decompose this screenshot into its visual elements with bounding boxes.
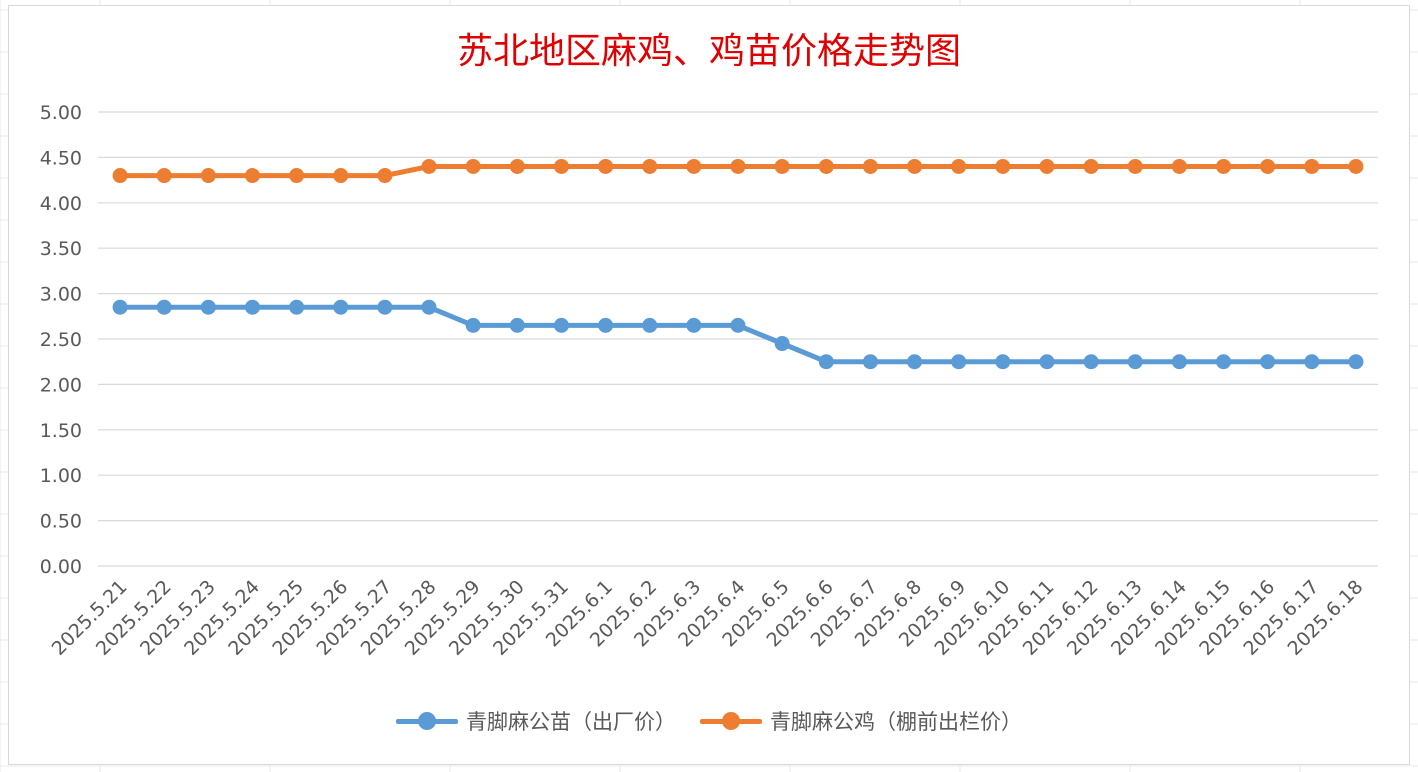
data-point-series-0[interactable] bbox=[686, 317, 702, 333]
data-point-series-1[interactable] bbox=[598, 158, 614, 174]
data-point-series-0[interactable] bbox=[1304, 354, 1320, 370]
data-point-series-0[interactable] bbox=[333, 299, 349, 315]
legend-item-series-1[interactable]: 青脚麻公鸡（棚前出栏价） bbox=[700, 706, 1022, 736]
y-tick-label: 4.50 bbox=[40, 147, 82, 169]
data-point-series-1[interactable] bbox=[642, 158, 658, 174]
data-point-series-0[interactable] bbox=[156, 299, 172, 315]
legend-marker-series-1 bbox=[700, 711, 762, 731]
data-point-series-1[interactable] bbox=[333, 168, 349, 184]
y-tick-label: 4.00 bbox=[40, 193, 82, 215]
legend[interactable]: 青脚麻公苗（出厂价） 青脚麻公鸡（棚前出栏价） bbox=[0, 706, 1418, 736]
data-point-series-0[interactable] bbox=[421, 299, 437, 315]
y-tick-label: 2.50 bbox=[40, 329, 82, 351]
data-point-series-0[interactable] bbox=[730, 317, 746, 333]
data-point-series-0[interactable] bbox=[1127, 354, 1143, 370]
chart-title: 苏北地区麻鸡、鸡苗价格走势图 bbox=[456, 31, 961, 72]
y-tick-label: 0.50 bbox=[40, 511, 82, 533]
data-point-series-1[interactable] bbox=[1304, 158, 1320, 174]
data-point-series-0[interactable] bbox=[907, 354, 923, 370]
data-point-series-1[interactable] bbox=[244, 168, 260, 184]
data-point-series-1[interactable] bbox=[774, 158, 790, 174]
y-tick-label: 3.50 bbox=[40, 238, 82, 260]
data-point-series-0[interactable] bbox=[818, 354, 834, 370]
data-point-series-0[interactable] bbox=[244, 299, 260, 315]
legend-marker-series-0 bbox=[396, 711, 458, 731]
data-point-series-1[interactable] bbox=[907, 158, 923, 174]
data-point-series-0[interactable] bbox=[951, 354, 967, 370]
data-point-series-1[interactable] bbox=[730, 158, 746, 174]
y-tick-label: 1.50 bbox=[40, 420, 82, 442]
data-point-series-1[interactable] bbox=[465, 158, 481, 174]
data-point-series-1[interactable] bbox=[1039, 158, 1055, 174]
data-point-series-1[interactable] bbox=[289, 168, 305, 184]
data-point-series-1[interactable] bbox=[377, 168, 393, 184]
series-line-0 bbox=[117, 304, 1359, 365]
data-point-series-0[interactable] bbox=[377, 299, 393, 315]
data-point-series-0[interactable] bbox=[598, 317, 614, 333]
data-point-series-1[interactable] bbox=[200, 168, 216, 184]
data-point-series-1[interactable] bbox=[421, 158, 437, 174]
data-point-series-0[interactable] bbox=[1348, 354, 1364, 370]
data-point-series-0[interactable] bbox=[1216, 354, 1232, 370]
data-point-series-1[interactable] bbox=[818, 158, 834, 174]
data-point-series-0[interactable] bbox=[1171, 354, 1187, 370]
data-point-series-1[interactable] bbox=[951, 158, 967, 174]
data-point-series-1[interactable] bbox=[509, 158, 525, 174]
legend-label-series-1: 青脚麻公鸡（棚前出栏价） bbox=[770, 710, 1022, 734]
data-point-series-1[interactable] bbox=[156, 168, 172, 184]
data-point-series-0[interactable] bbox=[289, 299, 305, 315]
data-point-series-0[interactable] bbox=[995, 354, 1011, 370]
y-tick-label: 3.00 bbox=[40, 284, 82, 306]
data-point-series-1[interactable] bbox=[995, 158, 1011, 174]
data-point-series-1[interactable] bbox=[1216, 158, 1232, 174]
data-point-series-0[interactable] bbox=[465, 317, 481, 333]
y-tick-label: 1.00 bbox=[40, 465, 82, 487]
y-tick-label: 2.00 bbox=[40, 374, 82, 396]
y-tick-label: 5.00 bbox=[40, 102, 82, 124]
data-point-series-1[interactable] bbox=[862, 158, 878, 174]
data-point-series-1[interactable] bbox=[1171, 158, 1187, 174]
legend-item-series-0[interactable]: 青脚麻公苗（出厂价） bbox=[396, 706, 676, 736]
data-point-series-1[interactable] bbox=[1127, 158, 1143, 174]
data-point-series-0[interactable] bbox=[200, 299, 216, 315]
data-point-series-0[interactable] bbox=[112, 299, 128, 315]
data-point-series-1[interactable] bbox=[686, 158, 702, 174]
data-point-series-0[interactable] bbox=[509, 317, 525, 333]
data-point-series-0[interactable] bbox=[1260, 354, 1276, 370]
data-point-series-0[interactable] bbox=[642, 317, 658, 333]
legend-label-series-0: 青脚麻公苗（出厂价） bbox=[466, 710, 676, 734]
y-tick-label: 0.00 bbox=[40, 556, 82, 578]
data-point-series-1[interactable] bbox=[1083, 158, 1099, 174]
data-point-series-0[interactable] bbox=[1083, 354, 1099, 370]
data-point-series-0[interactable] bbox=[553, 317, 569, 333]
data-point-series-1[interactable] bbox=[1260, 158, 1276, 174]
data-point-series-0[interactable] bbox=[1039, 354, 1055, 370]
data-point-series-1[interactable] bbox=[1348, 158, 1364, 174]
data-point-series-1[interactable] bbox=[553, 158, 569, 174]
data-point-series-0[interactable] bbox=[774, 336, 790, 352]
data-point-series-0[interactable] bbox=[862, 354, 878, 370]
data-point-series-1[interactable] bbox=[112, 168, 128, 184]
